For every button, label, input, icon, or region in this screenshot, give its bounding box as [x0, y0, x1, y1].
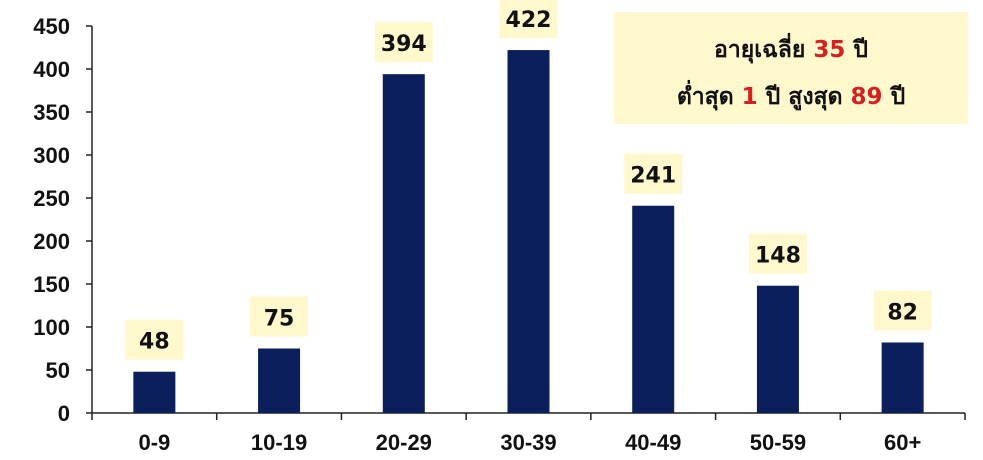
- bar: [258, 348, 301, 413]
- x-tick-label: 30-39: [500, 430, 556, 455]
- y-tick-label: 400: [33, 57, 70, 82]
- bar: [632, 205, 675, 413]
- bar: [756, 285, 799, 413]
- annotation-text: ปี: [883, 84, 906, 110]
- x-tick-label: 20-29: [376, 430, 432, 455]
- x-tick-label: 10-19: [251, 430, 307, 455]
- y-tick-label: 250: [33, 186, 70, 211]
- bars: [133, 50, 924, 414]
- summary-annotation: อายุเฉลี่ย 35 ปี ต่ำสุด 1 ปี สูงสุด 89 ป…: [614, 12, 968, 124]
- bar: [382, 74, 425, 413]
- x-tick-label: 0-9: [138, 430, 170, 455]
- annotation-text: ปี สูงสุด: [758, 84, 851, 111]
- y-tick-label: 100: [33, 315, 70, 340]
- data-label-bg: [748, 233, 807, 274]
- annotation-value: 35: [813, 37, 845, 63]
- annotation-line-average: อายุเฉลี่ย 35 ปี: [714, 32, 868, 64]
- bar: [133, 371, 176, 413]
- y-tick-label: 200: [33, 229, 70, 254]
- data-label-bg: [125, 319, 184, 360]
- bar: [507, 50, 550, 414]
- y-tick-label: 450: [33, 14, 70, 39]
- annotation-text: อายุเฉลี่ย: [714, 32, 813, 64]
- bar: [881, 342, 924, 413]
- annotation-line-range: ต่ำสุด 1 ปี สูงสุด 89 ปี: [677, 79, 905, 111]
- data-label: 422: [506, 8, 552, 33]
- data-label-bg: [873, 290, 932, 331]
- data-label-bg: [250, 296, 309, 337]
- data-label-bg: [624, 153, 683, 194]
- annotation-text: ต่ำสุด: [677, 79, 742, 111]
- data-label-bg: [374, 22, 433, 63]
- annotation-box: [614, 12, 968, 124]
- data-label: 148: [755, 244, 801, 269]
- y-tick-label: 50: [46, 358, 70, 383]
- y-tick-label: 350: [33, 100, 70, 125]
- annotation-text: ปี: [845, 37, 868, 63]
- annotation-value: 89: [851, 84, 883, 110]
- data-label: 241: [630, 164, 676, 189]
- y-tick-label: 0: [58, 401, 70, 426]
- x-axis: 0-9 10-19 20-29 30-39 40-49 50-59 60+: [91, 412, 966, 455]
- x-tick-label: 60+: [884, 430, 921, 455]
- data-label-bg: [499, 0, 558, 39]
- x-tick-label: 40-49: [625, 430, 681, 455]
- y-axis: 0 50 100 150 200 250 300 350 400 450: [33, 14, 93, 426]
- data-labels: 48 75 394 422 241 148 82: [125, 0, 932, 360]
- data-label: 75: [264, 307, 295, 332]
- data-label: 82: [887, 300, 918, 325]
- x-tick-label: 50-59: [750, 430, 806, 455]
- annotation-value: 1: [742, 84, 758, 110]
- y-tick-label: 150: [33, 272, 70, 297]
- data-label: 394: [381, 32, 427, 57]
- data-label: 48: [139, 330, 170, 355]
- y-tick-label: 300: [33, 143, 70, 168]
